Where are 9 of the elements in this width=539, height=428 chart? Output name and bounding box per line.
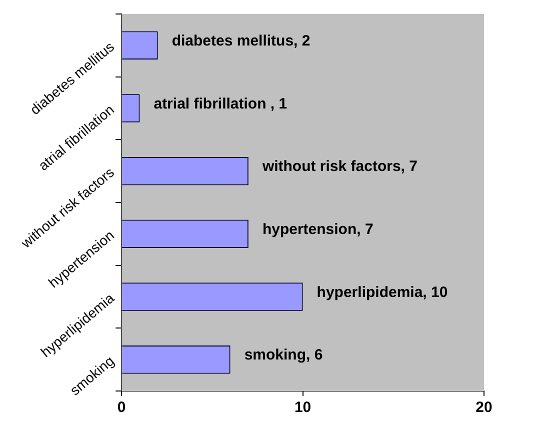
data-label: without risk factors, 7: [261, 158, 418, 176]
data-label: smoking, 6: [244, 346, 323, 364]
data-label: atrial fibrillation , 1: [154, 95, 288, 112]
data-label: hyperlipidemia, 10: [316, 284, 448, 301]
data-label: diabetes mellitus, 2: [172, 32, 310, 50]
data-label: hypertension, 7: [262, 221, 374, 238]
x-tick-label: 0: [117, 399, 126, 416]
x-tick-label: 10: [294, 399, 312, 416]
x-tick-label: 20: [476, 399, 492, 416]
